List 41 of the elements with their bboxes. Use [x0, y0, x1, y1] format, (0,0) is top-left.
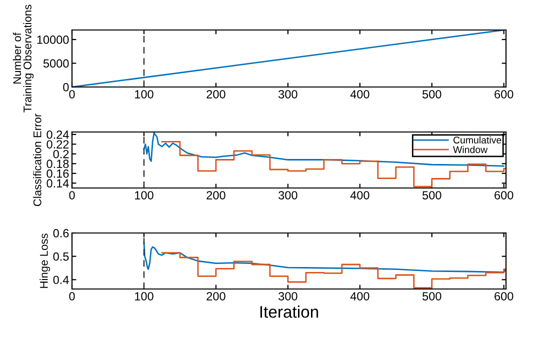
- y-tick-label: 0.16: [46, 169, 69, 178]
- x-tick-label: 400: [350, 292, 370, 300]
- y-tick-label: 10000: [37, 36, 69, 44]
- y-axis-title: Hinge Loss: [40, 234, 50, 288]
- x-tick-label: 0: [69, 191, 75, 200]
- y-tick-label: 0.18: [46, 160, 69, 168]
- x-tick-label: 100: [135, 90, 154, 98]
- x-tick-label: 200: [206, 90, 226, 98]
- x-tick-label: 600: [494, 191, 514, 200]
- legend-label: Window: [453, 146, 488, 154]
- legend-label: Cumulative: [453, 136, 502, 144]
- x-tick-label: 300: [278, 292, 298, 300]
- x-tick-label: 500: [422, 90, 442, 98]
- x-tick-label: 100: [135, 191, 154, 200]
- x-tick-label: 600: [494, 90, 514, 98]
- y-axis-title: Classification Error: [33, 114, 42, 206]
- x-tick-label: 400: [350, 191, 370, 200]
- x-tick-label: 500: [422, 292, 442, 300]
- x-axis-title: Iteration: [260, 306, 318, 318]
- y-axis-title: Number of Training Observations: [12, 4, 34, 112]
- y-tick-label: 0.22: [46, 140, 69, 149]
- line-series: [143, 242, 506, 273]
- x-tick-label: 200: [206, 191, 226, 200]
- x-tick-label: 0: [69, 90, 75, 98]
- y-tick-label: 0.14: [46, 179, 69, 188]
- x-tick-label: 600: [494, 292, 514, 300]
- x-tick-label: 0: [69, 292, 75, 300]
- y-tick-label: 0: [63, 83, 69, 92]
- x-tick-label: 300: [278, 191, 298, 200]
- y-tick-label: 0.2: [53, 150, 69, 158]
- x-tick-label: 500: [422, 191, 442, 200]
- y-tick-label: 0.24: [46, 130, 69, 139]
- y-tick-label: 0.4: [53, 276, 69, 284]
- y-tick-label: 0.5: [53, 252, 69, 261]
- x-tick-label: 400: [350, 90, 370, 98]
- x-tick-label: 100: [135, 292, 154, 300]
- x-tick-label: 200: [206, 292, 226, 300]
- y-tick-label: 0.6: [53, 229, 69, 238]
- y-tick-label: 5000: [43, 59, 69, 68]
- line-series: [143, 132, 505, 167]
- x-tick-label: 300: [278, 90, 298, 98]
